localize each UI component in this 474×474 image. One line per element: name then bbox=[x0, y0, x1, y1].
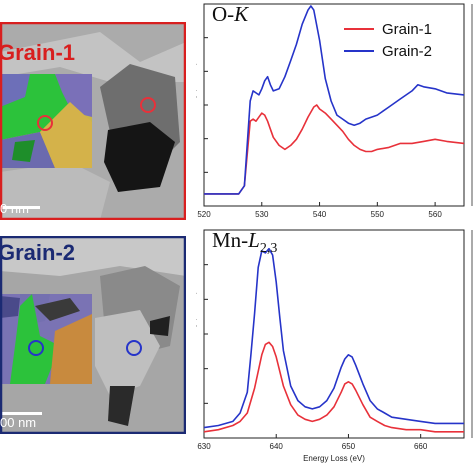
legend-item-grain-2: Grain-2 bbox=[344, 40, 432, 62]
x-tick-label: 530 bbox=[255, 210, 269, 219]
micrograph-grain-2-image bbox=[0, 236, 186, 434]
micrograph-grain-1: Grain-1 0 nm bbox=[0, 22, 186, 220]
legend-label-grain-2: Grain-2 bbox=[382, 42, 433, 60]
legend-item-grain-1: Grain-1 bbox=[344, 18, 432, 40]
x-tick-label: 640 bbox=[270, 442, 284, 451]
chart-legend: Grain-1 Grain-2 bbox=[344, 18, 432, 62]
x-tick-label: 520 bbox=[197, 210, 211, 219]
series-line-grain-2 bbox=[203, 247, 464, 429]
series-line-grain-2 bbox=[204, 5, 465, 195]
x-tick-label: 540 bbox=[313, 210, 327, 219]
legend-swatch-grain-1 bbox=[344, 28, 374, 30]
micrograph-grain-2: Grain-2 00 nm bbox=[0, 236, 186, 434]
x-tick-label: 650 bbox=[342, 442, 356, 451]
x-tick-label: 630 bbox=[197, 442, 211, 451]
x-tick-label: 550 bbox=[371, 210, 385, 219]
series-line-grain-1 bbox=[203, 341, 464, 433]
series-line-grain-1 bbox=[204, 104, 465, 195]
o-k-title: O-K bbox=[212, 2, 249, 26]
y-axis-label: Relative Intensity (arb. unit) bbox=[196, 291, 197, 376]
mn-l-edge-plot: 630 640 650 660 Relative Intensity (arb. uni… bbox=[196, 229, 473, 463]
legend-swatch-grain-2 bbox=[344, 50, 374, 52]
scale-bar-label: 0 nm bbox=[0, 201, 29, 216]
o-k-edge-chart: 520 530 540 550 560 Relative Intensity (arb. … bbox=[196, 0, 474, 232]
grain-2-label: Grain-2 bbox=[0, 240, 76, 265]
scale-bar-label: 00 nm bbox=[0, 415, 37, 430]
o-k-edge-plot: 520 530 540 550 560 Relative Intensity (arb. … bbox=[196, 3, 473, 219]
x-tick-label: 560 bbox=[428, 210, 442, 219]
grain-1-label: Grain-1 bbox=[0, 40, 76, 65]
mn-l-edge-chart: 630 640 650 660 Relative Intensity (arb. uni… bbox=[196, 226, 474, 474]
y-axis-label: Relative Intensity (arb. unit) bbox=[196, 62, 197, 147]
legend-label-grain-1: Grain-1 bbox=[382, 20, 433, 38]
x-axis-label: Energy Loss (eV) bbox=[303, 454, 365, 463]
micrograph-grain-1-image bbox=[0, 22, 186, 220]
x-tick-label: 660 bbox=[414, 442, 428, 451]
mn-l-title: Mn-L2,3 bbox=[212, 228, 278, 257]
